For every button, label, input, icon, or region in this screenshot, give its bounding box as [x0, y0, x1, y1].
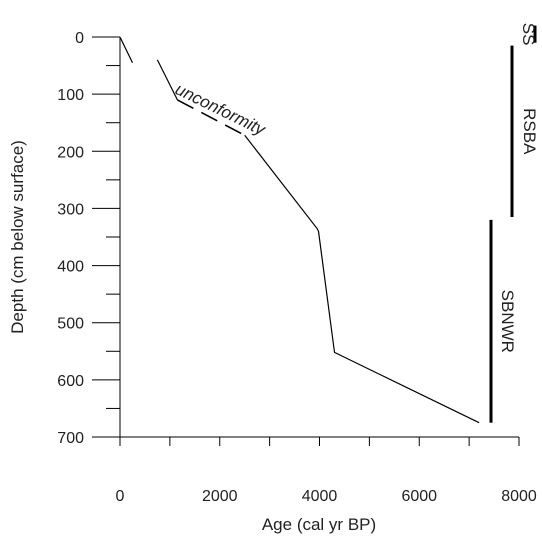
x-tick-label: 6000: [401, 488, 437, 505]
age-depth-line: [119, 36, 134, 63]
y-tick-label: 0: [75, 30, 84, 47]
y-tick-label: 500: [57, 316, 84, 333]
x-tick-label: 2000: [202, 488, 238, 505]
age-depth-line: [156, 59, 178, 101]
y-tick-label: 400: [57, 259, 84, 276]
y-tick-label: 700: [57, 430, 84, 447]
zone-label-ss: SS: [519, 23, 538, 46]
unconformity-annotation: unconformity: [172, 80, 269, 140]
y-axis-title: Depth (cm below surface): [8, 140, 27, 334]
x-axis-ticks: 0 2000 4000 6000 8000: [116, 437, 537, 505]
x-axis-title: Age (cal yr BP): [262, 515, 376, 534]
unconformity-dashed-line: [177, 99, 246, 137]
y-tick-label: 600: [57, 373, 84, 390]
x-tick-label: 0: [116, 488, 125, 505]
zone-label-rsba: RSBA: [520, 108, 539, 155]
age-depth-line: [244, 134, 480, 424]
zone-bars: SS RSBA SBNWR: [489, 23, 539, 423]
y-tick-label: 200: [57, 144, 84, 161]
x-tick-label: 4000: [302, 488, 338, 505]
y-axis-ticks: 0 100 200 300 400 500 600 700: [57, 30, 120, 447]
y-tick-label: 300: [57, 201, 84, 218]
series-layer: [119, 36, 480, 424]
zone-label-sbnwr: SBNWR: [498, 290, 517, 353]
y-tick-label: 100: [57, 87, 84, 104]
x-tick-label: 8000: [501, 488, 537, 505]
